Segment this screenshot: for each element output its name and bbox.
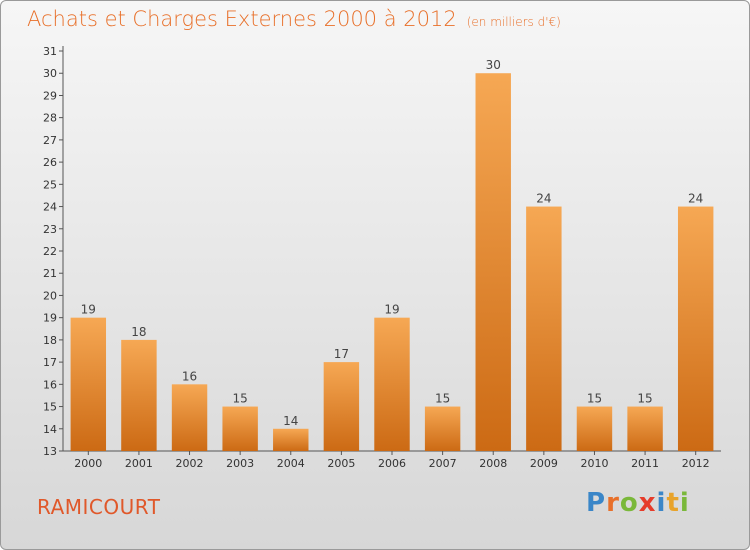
- logo-letter: i: [656, 488, 667, 518]
- bar: [526, 206, 562, 451]
- bar: [222, 406, 258, 451]
- logo-letter: x: [638, 488, 657, 518]
- x-tick-label: 2007: [429, 457, 457, 470]
- data-label: 24: [688, 192, 703, 206]
- y-tick-label: 29: [43, 89, 57, 102]
- bar: [121, 339, 157, 451]
- chart-subtitle: (en milliers d'€): [466, 15, 561, 29]
- x-tick-label: 2004: [277, 457, 305, 470]
- x-tick-label: 2003: [226, 457, 254, 470]
- y-tick-label: 31: [43, 45, 57, 58]
- chart-title-text: Achats et Charges Externes 2000 à 2012: [27, 7, 457, 31]
- y-tick-label: 19: [43, 312, 57, 325]
- logo-letter: i: [679, 488, 690, 518]
- bar: [576, 406, 613, 451]
- data-label: 15: [637, 392, 652, 406]
- logo-letter: r: [606, 488, 620, 518]
- y-tick-label: 25: [43, 178, 57, 191]
- y-tick-label: 22: [43, 245, 57, 258]
- y-tick-label: 20: [43, 289, 57, 302]
- y-tick-label: 24: [43, 201, 57, 214]
- bar: [677, 206, 714, 451]
- x-tick-label: 2008: [479, 457, 507, 470]
- bar: [424, 406, 461, 451]
- y-tick-label: 13: [43, 445, 57, 458]
- data-label: 15: [435, 392, 450, 406]
- x-tick-label: 2010: [580, 457, 608, 470]
- chart-title: Achats et Charges Externes 2000 à 2012 (e…: [27, 7, 561, 31]
- bar: [171, 384, 208, 451]
- data-label: 15: [233, 392, 248, 406]
- data-label: 18: [131, 325, 146, 339]
- y-tick-label: 17: [43, 356, 57, 369]
- y-tick-label: 23: [43, 223, 57, 236]
- bar: [627, 406, 663, 451]
- y-tick-label: 14: [43, 423, 57, 436]
- bar: [70, 317, 107, 451]
- data-label: 24: [536, 192, 551, 206]
- data-label: 19: [81, 303, 96, 317]
- x-tick-label: 2001: [125, 457, 153, 470]
- x-tick-label: 2011: [631, 457, 659, 470]
- proxiti-logo: Proxiti: [586, 488, 690, 518]
- x-tick-label: 2006: [378, 457, 406, 470]
- y-tick-label: 15: [43, 401, 57, 414]
- logo-letter: P: [586, 488, 607, 518]
- data-label: 16: [182, 369, 197, 383]
- data-label: 15: [587, 392, 602, 406]
- bar: [475, 73, 511, 451]
- bar: [374, 317, 410, 451]
- data-label: 30: [486, 58, 501, 72]
- y-tick-label: 26: [43, 156, 57, 169]
- x-tick-label: 2000: [74, 457, 102, 470]
- town-name: RAMICOURT: [37, 495, 161, 519]
- y-tick-label: 27: [43, 134, 57, 147]
- y-tick-label: 18: [43, 334, 57, 347]
- y-tick-label: 28: [43, 112, 57, 125]
- data-label: 19: [384, 303, 399, 317]
- bar: [273, 428, 309, 451]
- y-tick-label: 30: [43, 67, 57, 80]
- y-tick-label: 16: [43, 378, 57, 391]
- data-label: 14: [283, 414, 298, 428]
- logo-letter: o: [619, 488, 639, 518]
- logo-letter: t: [666, 488, 680, 518]
- x-tick-label: 2009: [530, 457, 558, 470]
- x-tick-label: 2012: [682, 457, 710, 470]
- bar: [323, 362, 360, 451]
- x-tick-label: 2005: [327, 457, 355, 470]
- x-tick-label: 2002: [176, 457, 204, 470]
- data-label: 17: [334, 347, 349, 361]
- y-tick-label: 21: [43, 267, 57, 280]
